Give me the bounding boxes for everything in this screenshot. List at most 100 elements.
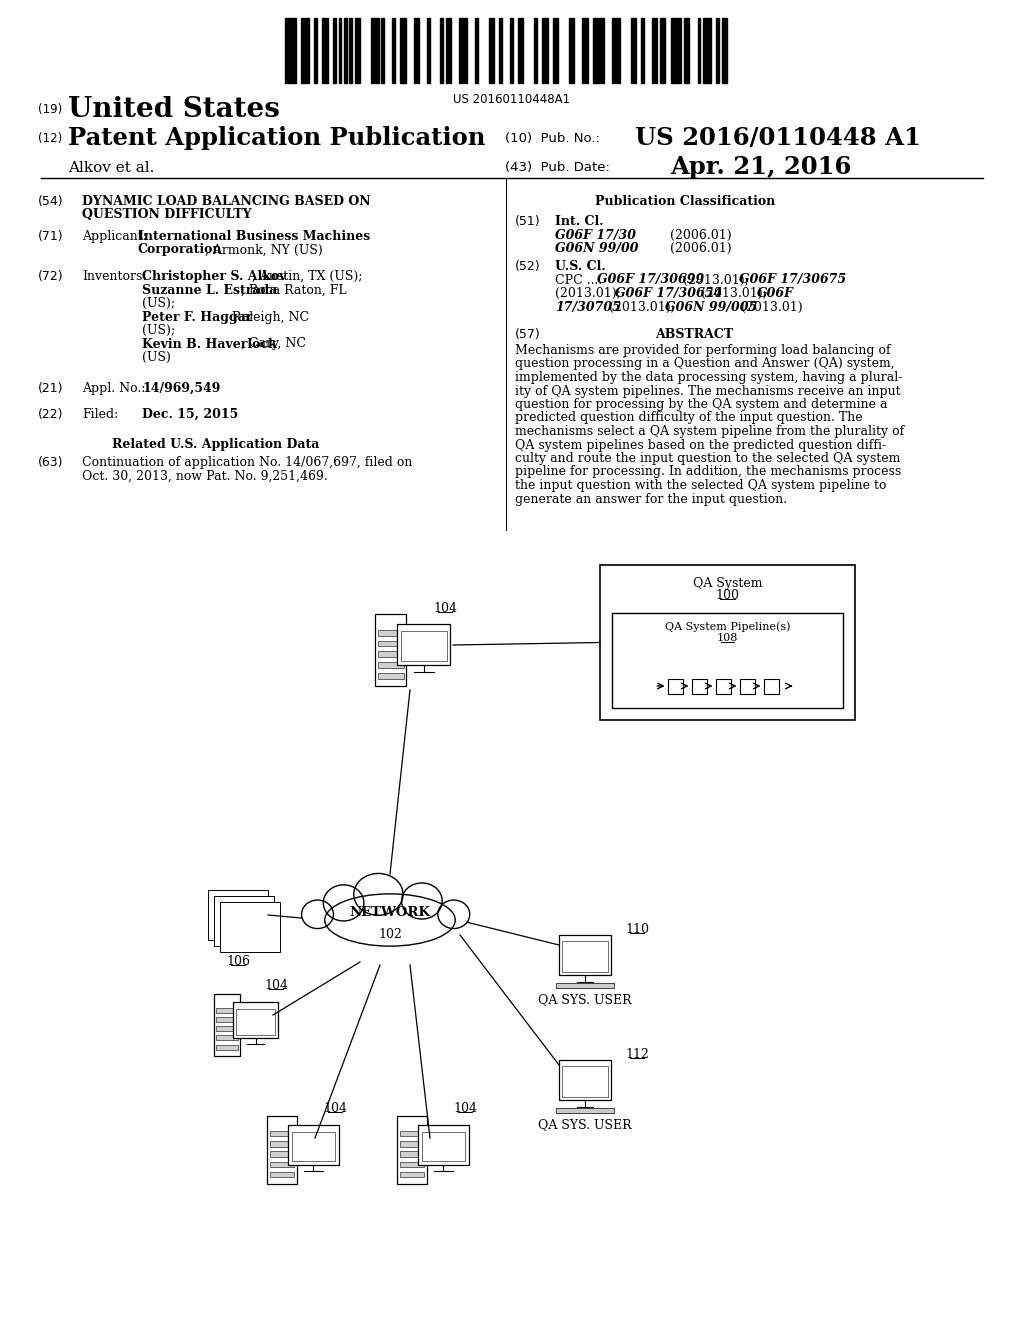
Text: Related U.S. Application Data: Related U.S. Application Data [112, 438, 319, 451]
Text: culty and route the input question to the selected QA system: culty and route the input question to th… [515, 451, 900, 465]
Bar [220, 902, 280, 952]
Bar [488, 18, 494, 83]
Bar [671, 18, 681, 83]
Bar [562, 1067, 608, 1097]
Text: QA System Pipeline(s): QA System Pipeline(s) [665, 620, 791, 631]
Bar [214, 994, 241, 1056]
Text: QA system pipelines based on the predicted question diffi-: QA system pipelines based on the predict… [515, 438, 886, 451]
Bar [397, 1115, 427, 1184]
Bar [216, 1035, 239, 1040]
Bar [339, 18, 341, 83]
Text: QA System: QA System [693, 577, 762, 590]
Text: G06F 17/30675: G06F 17/30675 [739, 273, 846, 286]
Text: (19): (19) [38, 103, 62, 116]
Text: 104: 104 [323, 1102, 347, 1115]
Text: generate an answer for the input question.: generate an answer for the input questio… [515, 492, 787, 506]
Text: (US);: (US); [142, 323, 179, 337]
Bar [344, 18, 346, 83]
Bar [378, 652, 403, 657]
Bar [422, 1133, 465, 1160]
Text: U.S. Cl.: U.S. Cl. [555, 260, 606, 273]
Text: , Cary, NC: , Cary, NC [241, 338, 306, 351]
Text: Suzanne L. Estrada: Suzanne L. Estrada [142, 284, 278, 297]
Text: 100: 100 [716, 589, 739, 602]
Text: (10)  Pub. No.:: (10) Pub. No.: [505, 132, 600, 145]
Bar [556, 1107, 613, 1113]
Text: 102: 102 [378, 928, 402, 941]
Bar [739, 678, 755, 693]
Bar [542, 18, 548, 83]
Bar [510, 18, 513, 83]
Text: (US);: (US); [142, 297, 179, 310]
Bar [378, 630, 403, 636]
Text: (2013.01): (2013.01) [737, 301, 803, 314]
Text: Inventors:: Inventors: [82, 271, 146, 282]
Bar [216, 1016, 239, 1022]
Text: (12): (12) [38, 132, 62, 145]
Bar [269, 1172, 294, 1177]
Bar [500, 18, 502, 83]
Text: (71): (71) [38, 230, 63, 243]
Text: Peter F. Haggar: Peter F. Haggar [142, 310, 253, 323]
Bar [399, 1162, 424, 1167]
Text: 104: 104 [433, 602, 457, 615]
Text: 106: 106 [226, 954, 250, 968]
Text: Continuation of application No. 14/067,697, filed on: Continuation of application No. 14/067,6… [82, 455, 413, 469]
Bar [399, 1151, 424, 1156]
Text: (54): (54) [38, 195, 63, 209]
Bar [269, 1131, 294, 1137]
Bar [378, 640, 403, 647]
Bar [269, 1151, 294, 1156]
Bar [583, 18, 588, 83]
Ellipse shape [325, 894, 456, 946]
Text: (2013.01);: (2013.01); [605, 301, 679, 314]
Bar [559, 1060, 611, 1100]
Bar [208, 890, 268, 940]
Text: US 20160110448A1: US 20160110448A1 [454, 92, 570, 106]
Bar [611, 18, 620, 83]
Bar [684, 18, 689, 83]
Text: Applicant:: Applicant: [82, 230, 146, 243]
Text: (21): (21) [38, 381, 63, 395]
Text: Mechanisms are provided for performing load balancing of: Mechanisms are provided for performing l… [515, 345, 891, 356]
Bar [631, 18, 636, 83]
Text: (2013.01);: (2013.01); [679, 273, 753, 286]
Text: 104: 104 [264, 979, 288, 993]
Text: Oct. 30, 2013, now Pat. No. 9,251,469.: Oct. 30, 2013, now Pat. No. 9,251,469. [82, 470, 328, 483]
Bar [401, 631, 446, 661]
Text: NETWORK: NETWORK [349, 906, 430, 919]
Bar [214, 896, 274, 946]
Bar [399, 1172, 424, 1177]
Bar [381, 18, 384, 83]
Ellipse shape [301, 900, 334, 928]
Bar [697, 18, 700, 83]
Text: (43)  Pub. Date:: (43) Pub. Date: [505, 161, 610, 174]
Text: Int. Cl.: Int. Cl. [555, 215, 603, 228]
Ellipse shape [353, 874, 403, 915]
Bar [216, 1026, 239, 1031]
Bar [232, 1002, 279, 1039]
Text: (2013.01);: (2013.01); [555, 286, 625, 300]
Bar [267, 1115, 297, 1184]
Bar [288, 1125, 339, 1164]
Bar [691, 678, 707, 693]
Text: Dec. 15, 2015: Dec. 15, 2015 [142, 408, 239, 421]
Bar [600, 565, 855, 719]
Text: United States: United States [68, 96, 280, 123]
Bar [459, 18, 467, 83]
Text: DYNAMIC LOAD BALANCING BASED ON: DYNAMIC LOAD BALANCING BASED ON [82, 195, 371, 209]
Text: 17/30705: 17/30705 [555, 301, 621, 314]
Ellipse shape [324, 884, 364, 921]
Bar [399, 1131, 424, 1137]
Bar [445, 18, 451, 83]
Bar [518, 18, 523, 83]
Bar [301, 18, 309, 83]
Bar [668, 678, 683, 693]
Text: , Armonk, NY (US): , Armonk, NY (US) [205, 243, 323, 256]
Text: Christopher S. Alkov: Christopher S. Alkov [142, 271, 287, 282]
Bar [354, 18, 360, 83]
Bar [569, 18, 574, 83]
Bar [314, 18, 317, 83]
Text: (22): (22) [38, 408, 63, 421]
Bar [333, 18, 336, 83]
